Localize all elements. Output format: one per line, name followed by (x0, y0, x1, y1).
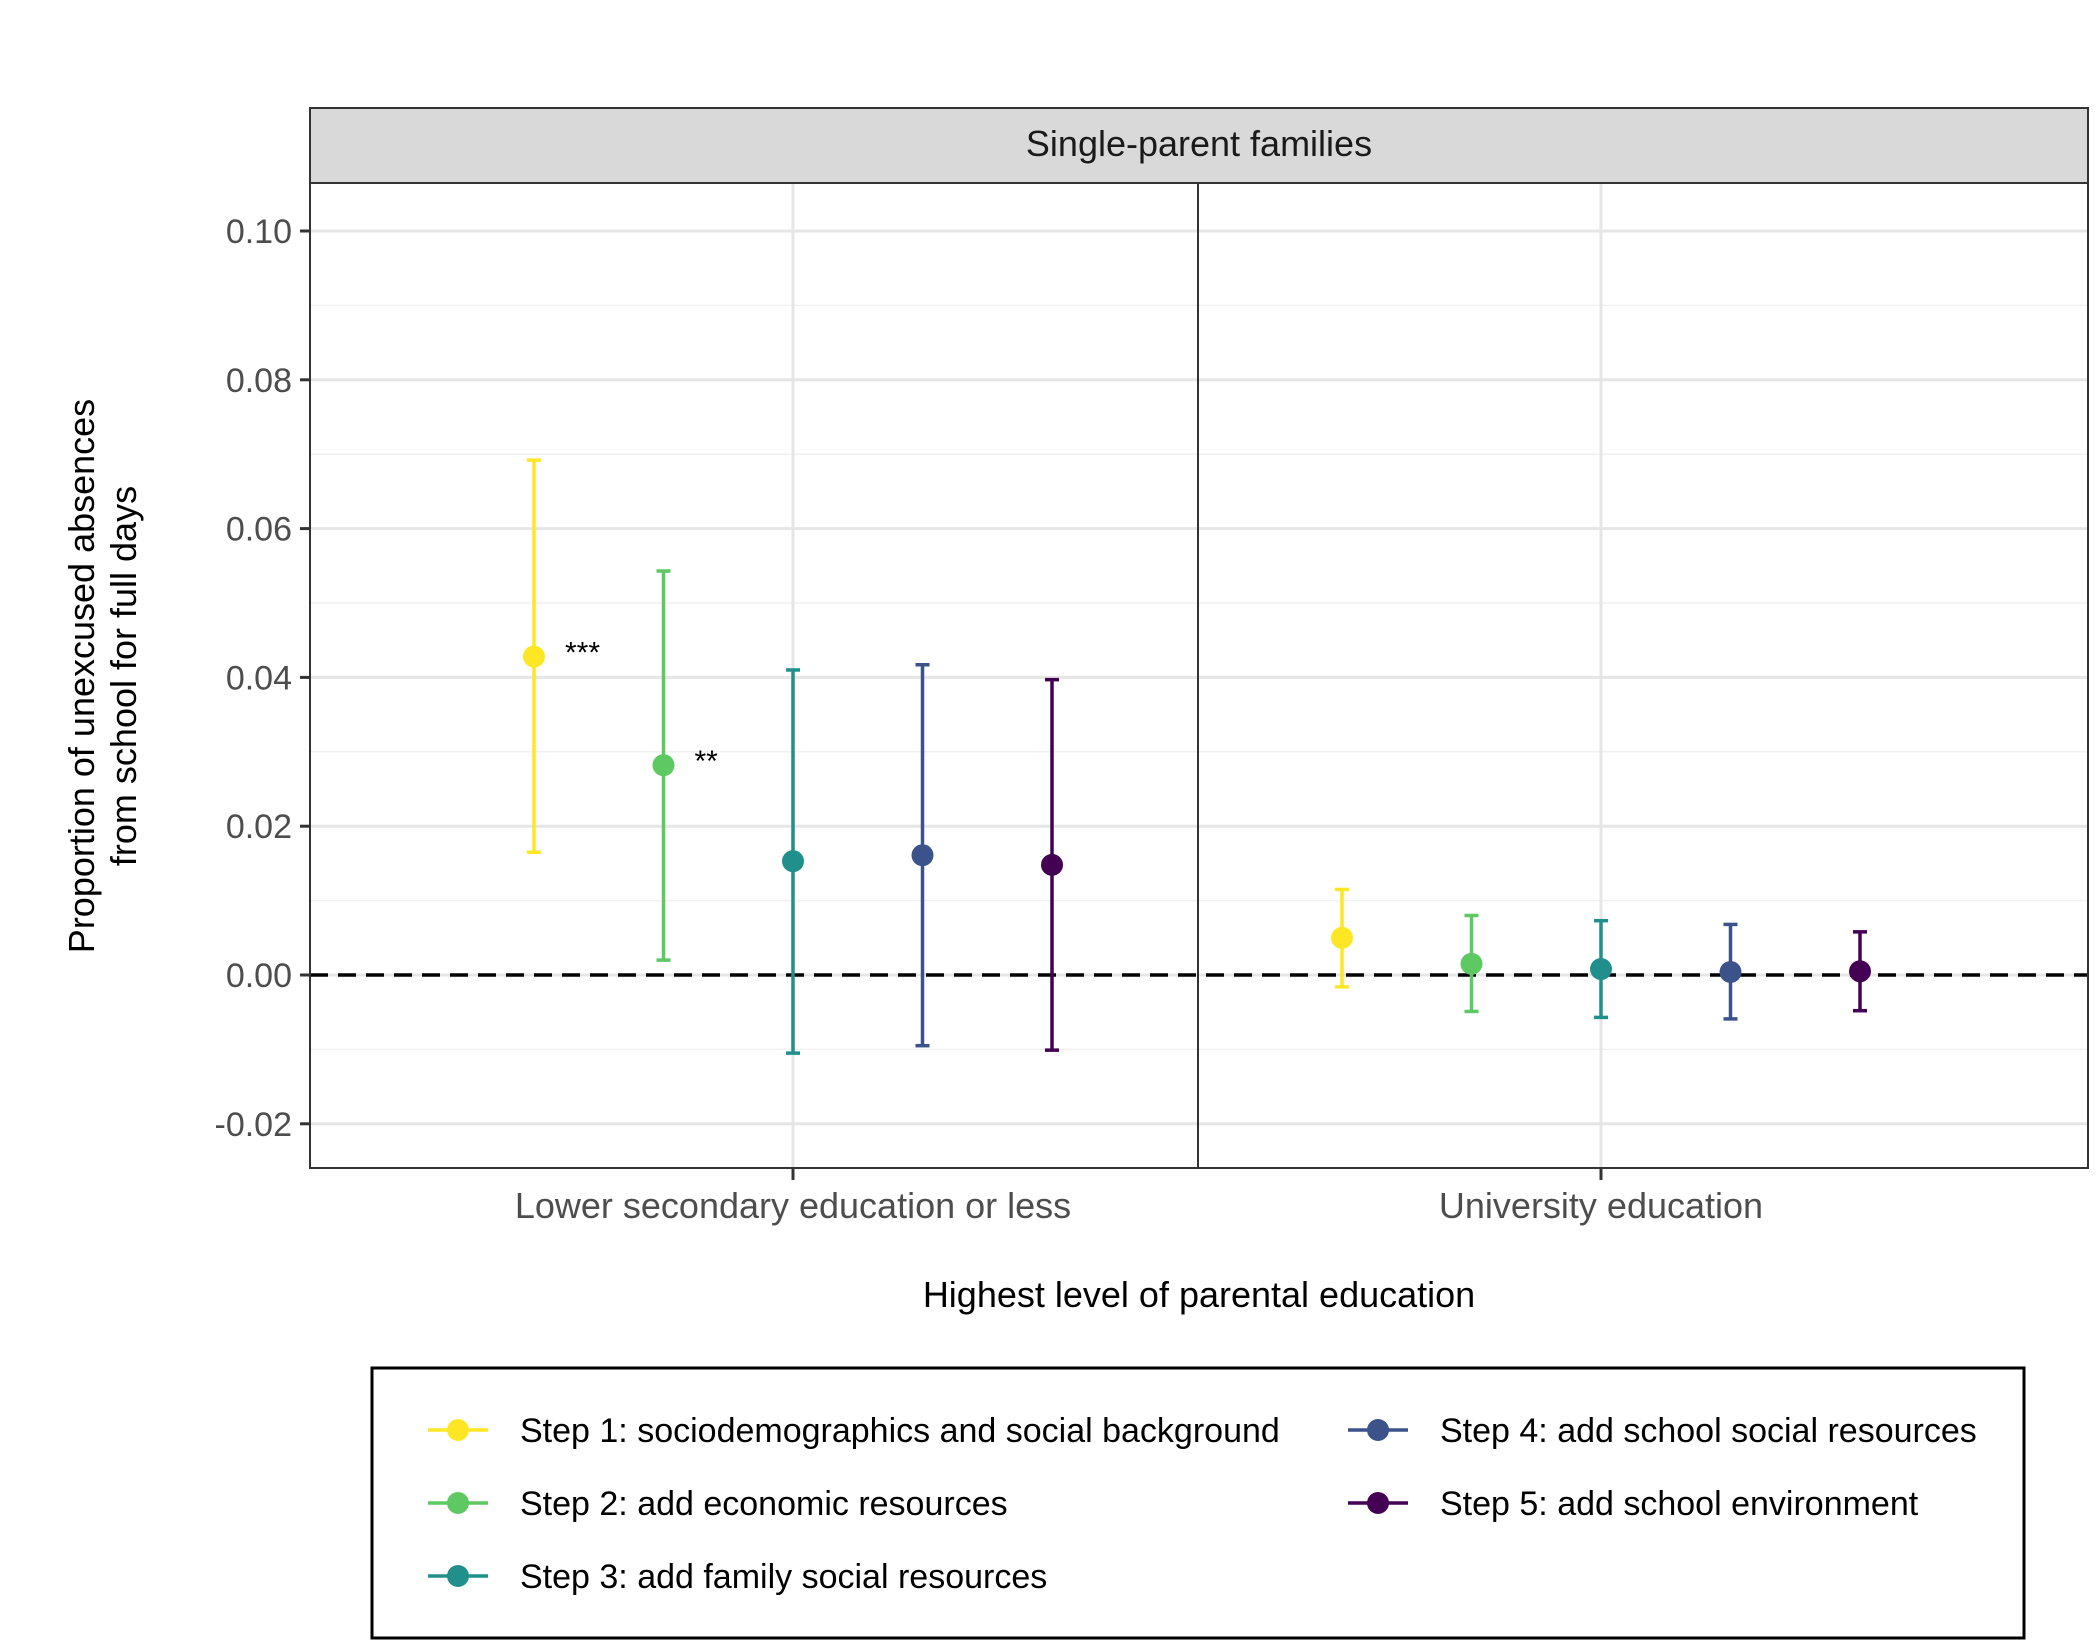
error-bar-group (1460, 913, 1483, 1014)
facet-title: Single-parent families (1026, 123, 1372, 164)
point-estimate (1460, 952, 1483, 975)
point-estimate (782, 850, 804, 873)
y-tick-label: 0.06 (226, 511, 292, 549)
legend-item: Step 4: add school social resources (1348, 1412, 1977, 1450)
data-marks: ***** (523, 458, 1871, 1055)
x-tick-label: Lower secondary education or less (515, 1185, 1071, 1226)
point-estimate (1849, 960, 1871, 983)
legend-key-point (447, 1565, 469, 1587)
error-bar-group (782, 668, 804, 1055)
point-estimate (1719, 961, 1742, 984)
legend-label: Step 3: add family social resources (520, 1558, 1047, 1596)
facet-strip (309, 107, 2089, 184)
legend-item: Step 1: sociodemographics and social bac… (428, 1412, 1280, 1450)
x-axis-title: Highest level of parental education (923, 1274, 1475, 1315)
plot-panel-border (309, 182, 2089, 1169)
point-estimate (1041, 853, 1063, 876)
error-bar-group (1590, 918, 1612, 1020)
y-axis: -0.02 0.00 0.02 0.04 0.06 0.08 0.10 (215, 213, 310, 1144)
legend-item: Step 2: add economic resources (428, 1485, 1008, 1523)
point-estimate (1590, 958, 1612, 981)
legend-item: Step 3: add family social resources (428, 1558, 1047, 1596)
point-estimate (1331, 926, 1353, 949)
error-bar-group (911, 663, 934, 1048)
error-bar-group: *** (523, 458, 600, 854)
y-tick-label: 0.02 (226, 808, 292, 846)
legend-key-point (447, 1492, 469, 1514)
y-axis-title: Proportion of unexcused absences from sc… (61, 399, 144, 953)
significance-label: *** (565, 637, 600, 670)
y-tick-label: 0.00 (226, 957, 292, 995)
error-bar-group (1331, 887, 1353, 989)
legend-key-point (1367, 1492, 1389, 1514)
point-estimate (652, 754, 675, 777)
legend-label: Step 1: sociodemographics and social bac… (520, 1412, 1280, 1450)
error-bar-group (1849, 930, 1871, 1013)
legend-label: Step 2: add economic resources (520, 1485, 1008, 1523)
legend-key-point (447, 1419, 469, 1441)
x-tick-label: University education (1439, 1185, 1763, 1226)
y-tick-label: 0.08 (226, 362, 292, 400)
legend-label: Step 4: add school social resources (1440, 1412, 1977, 1450)
legend-box (370, 1366, 2026, 1640)
legend-key-point (1367, 1419, 1389, 1441)
y-tick-label: -0.02 (215, 1106, 293, 1144)
error-bar-group (1719, 922, 1742, 1021)
y-axis-title-line-2: from school for full days (103, 486, 144, 866)
legend-item: Step 5: add school environment (1348, 1485, 1919, 1523)
y-tick-label: 0.04 (226, 659, 292, 697)
error-bar-group (1041, 677, 1063, 1052)
legend-label: Step 5: add school environment (1440, 1485, 1919, 1523)
point-estimate (523, 645, 545, 668)
error-bar-group: ** (652, 569, 719, 962)
y-axis-title-line-1: Proportion of unexcused absences (61, 399, 102, 953)
x-axis: Lower secondary education or less Univers… (515, 1168, 1763, 1226)
significance-label: ** (695, 745, 719, 778)
legend: Step 1: sociodemographics and social bac… (428, 1412, 1977, 1596)
point-estimate (911, 844, 934, 867)
y-tick-label: 0.10 (226, 213, 292, 251)
